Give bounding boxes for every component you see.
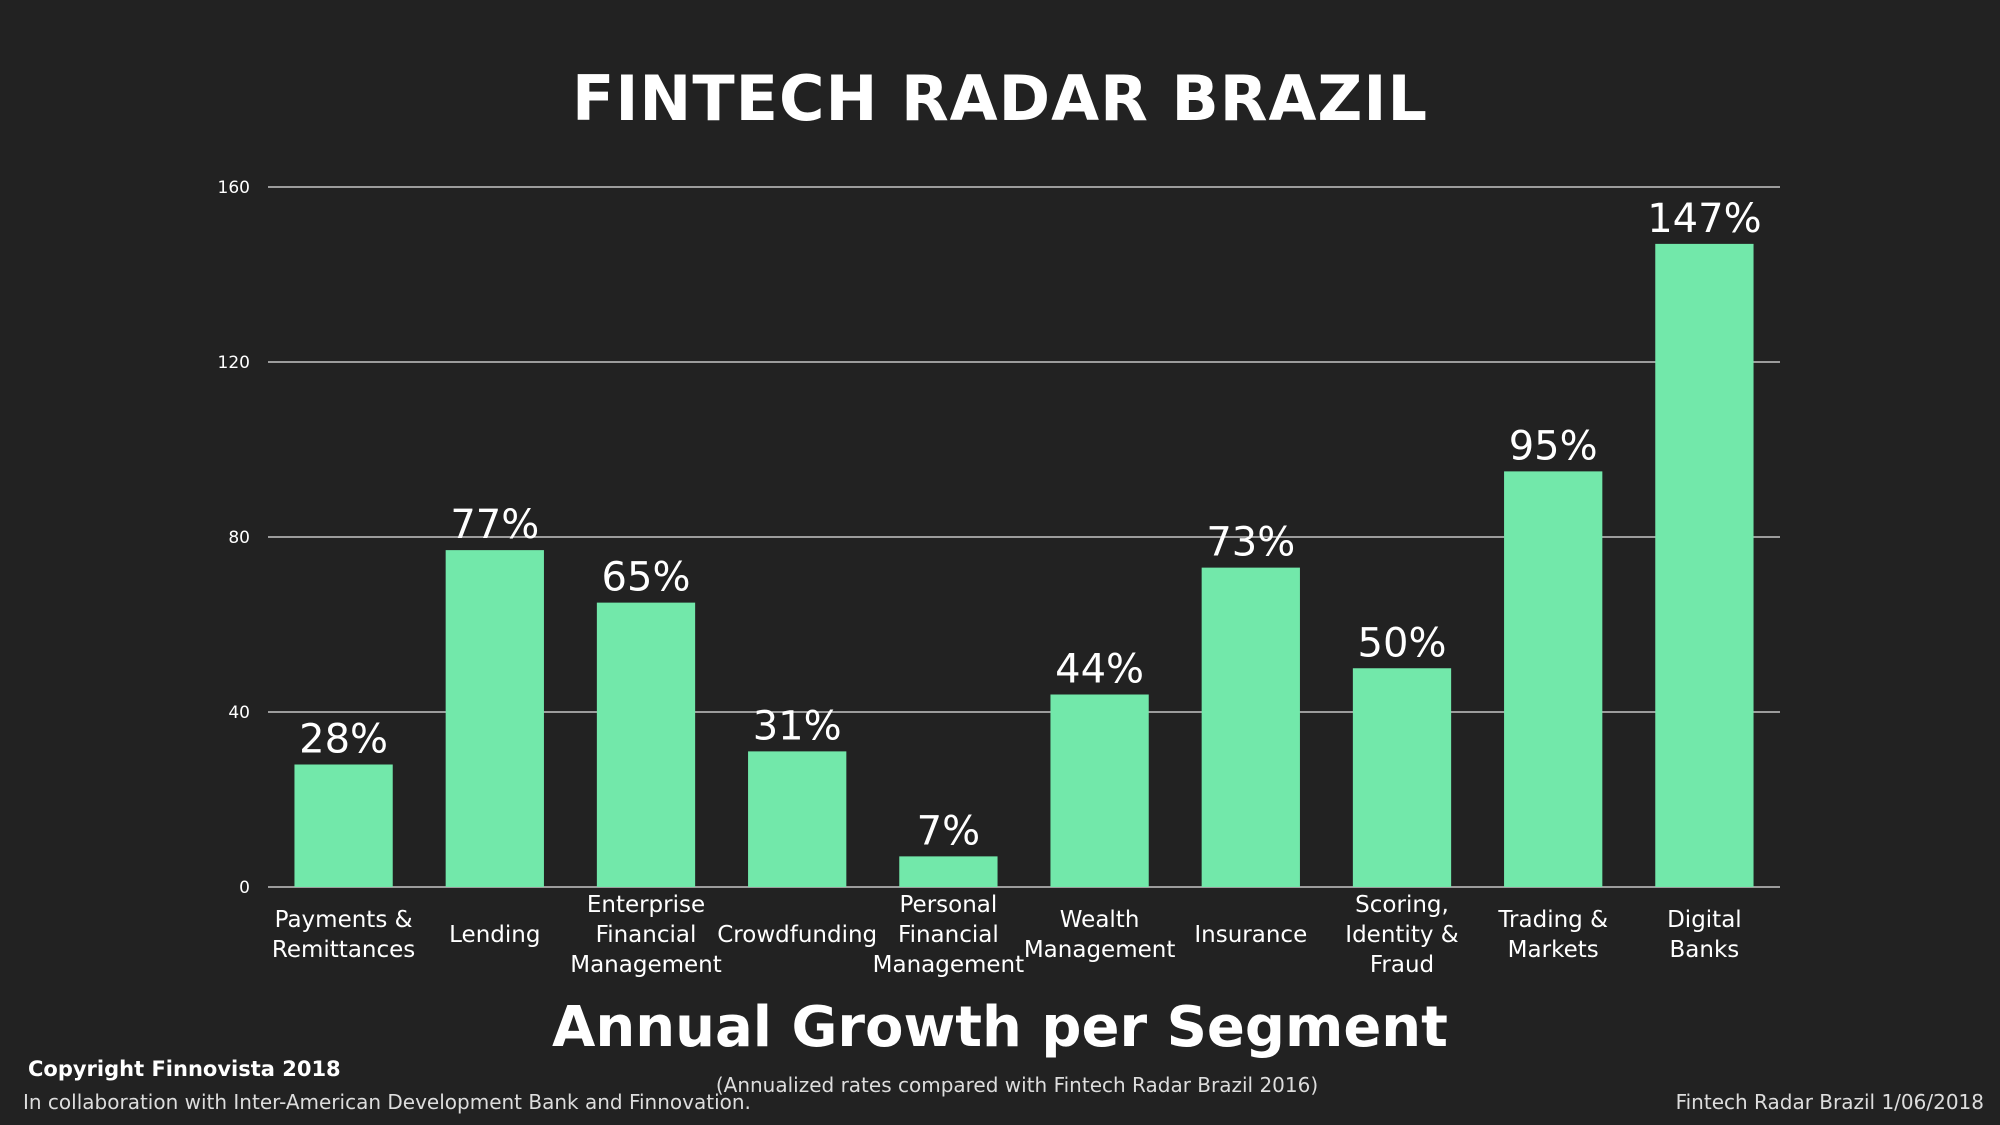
y-tick-label: 0 [239, 878, 250, 898]
category-label: Trading & [1497, 907, 1608, 933]
category-label: Banks [1670, 937, 1740, 963]
data-label: 50% [1358, 620, 1447, 666]
page-title: FINTECH RADAR BRAZIL [572, 62, 1428, 135]
category-label: Lending [449, 922, 540, 948]
category-label: Financial [596, 922, 697, 948]
collaboration-text: In collaboration with Inter-American Dev… [23, 1090, 751, 1114]
data-label: 31% [753, 703, 842, 749]
bar [596, 602, 696, 887]
category-label: Remittances [272, 937, 415, 963]
category-label: Markets [1508, 937, 1599, 963]
y-tick-label: 160 [218, 178, 250, 198]
y-tick-label: 80 [228, 528, 250, 548]
y-tick-label: 120 [218, 353, 250, 373]
category-label: Digital [1667, 907, 1742, 933]
category-labels: Payments & Remittances Lending Enterprise Fi… [272, 892, 1742, 978]
category-label: Financial [898, 922, 999, 948]
chart-footnote: (Annualized rates compared with Fintech … [715, 1073, 1319, 1097]
bar [445, 550, 544, 887]
category-label: Scoring, [1355, 892, 1449, 918]
bar [1504, 471, 1603, 887]
copyright-text: Copyright Finnovista 2018 [28, 1057, 341, 1081]
bar [1050, 694, 1149, 887]
category-label: Fraud [1370, 952, 1434, 978]
data-label: 147% [1647, 196, 1761, 242]
category-label: Identity & [1345, 922, 1458, 948]
bar [294, 764, 393, 887]
data-labels: 28% 77% 65% 31% 7% 44% 73% 50% 95% 147% [299, 196, 1761, 855]
data-label: 7% [917, 808, 980, 854]
y-tick-label: 40 [228, 703, 250, 723]
dateline-text: Fintech Radar Brazil 1/06/2018 [1675, 1090, 1984, 1114]
category-label: Management [873, 952, 1025, 978]
data-label: 44% [1055, 647, 1144, 693]
category-label: Personal [900, 892, 998, 918]
bar [1201, 567, 1300, 887]
category-label: Crowdfunding [717, 922, 877, 948]
bar [748, 751, 847, 887]
category-label: Management [1024, 937, 1176, 963]
data-label: 95% [1509, 423, 1598, 469]
bar [1655, 243, 1754, 887]
data-label: 77% [450, 502, 539, 548]
bar [1352, 668, 1452, 887]
category-label: Insurance [1194, 922, 1307, 948]
category-label: Enterprise [587, 892, 705, 918]
data-label: 65% [602, 555, 691, 601]
data-label: 28% [299, 717, 388, 763]
category-label: Wealth [1060, 907, 1140, 933]
category-label: Payments & [275, 907, 413, 933]
bar [899, 856, 998, 887]
category-label: Management [570, 952, 722, 978]
data-label: 73% [1206, 520, 1295, 566]
bar-chart: 0 40 80 120 160 28% 77% 65% 31% 7% 44% 73% 50% 95% 14… [218, 178, 1780, 978]
bars [294, 243, 1754, 887]
chart-subtitle: Annual Growth per Segment [552, 995, 1448, 1060]
